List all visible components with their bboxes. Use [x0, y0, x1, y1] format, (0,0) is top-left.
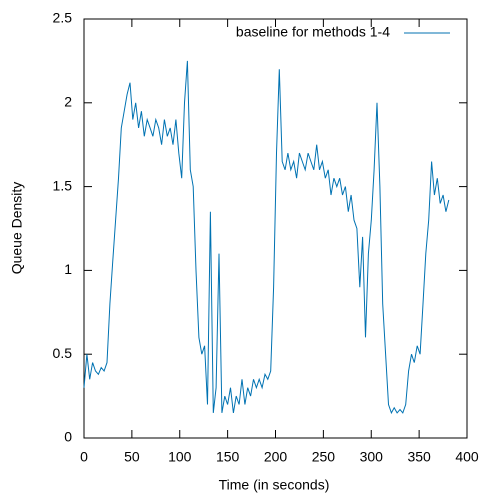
x-tick-label: 400 [455, 449, 479, 465]
y-tick-label: 2 [64, 94, 72, 110]
y-tick-label: 0 [64, 429, 72, 445]
x-tick-label: 0 [80, 449, 88, 465]
y-axis-label: Queue Density [9, 182, 25, 275]
y-tick-label: 1.5 [53, 177, 73, 193]
legend-label: baseline for methods 1-4 [236, 24, 390, 40]
x-tick-label: 100 [168, 449, 192, 465]
plot-frame [83, 18, 468, 439]
x-tick-label: 350 [407, 449, 431, 465]
y-tick-label: 1 [64, 261, 72, 277]
data-line [83, 60, 450, 415]
x-tick-label: 300 [360, 449, 384, 465]
x-tick-label: 50 [124, 449, 140, 465]
x-tick-label: 200 [264, 449, 288, 465]
x-axis-label: Time (in seconds) [219, 477, 330, 493]
y-tick-label: 2.5 [53, 10, 73, 26]
y-tick-label: 0.5 [53, 345, 73, 361]
x-tick-label: 150 [216, 449, 240, 465]
x-tick-label: 250 [312, 449, 336, 465]
